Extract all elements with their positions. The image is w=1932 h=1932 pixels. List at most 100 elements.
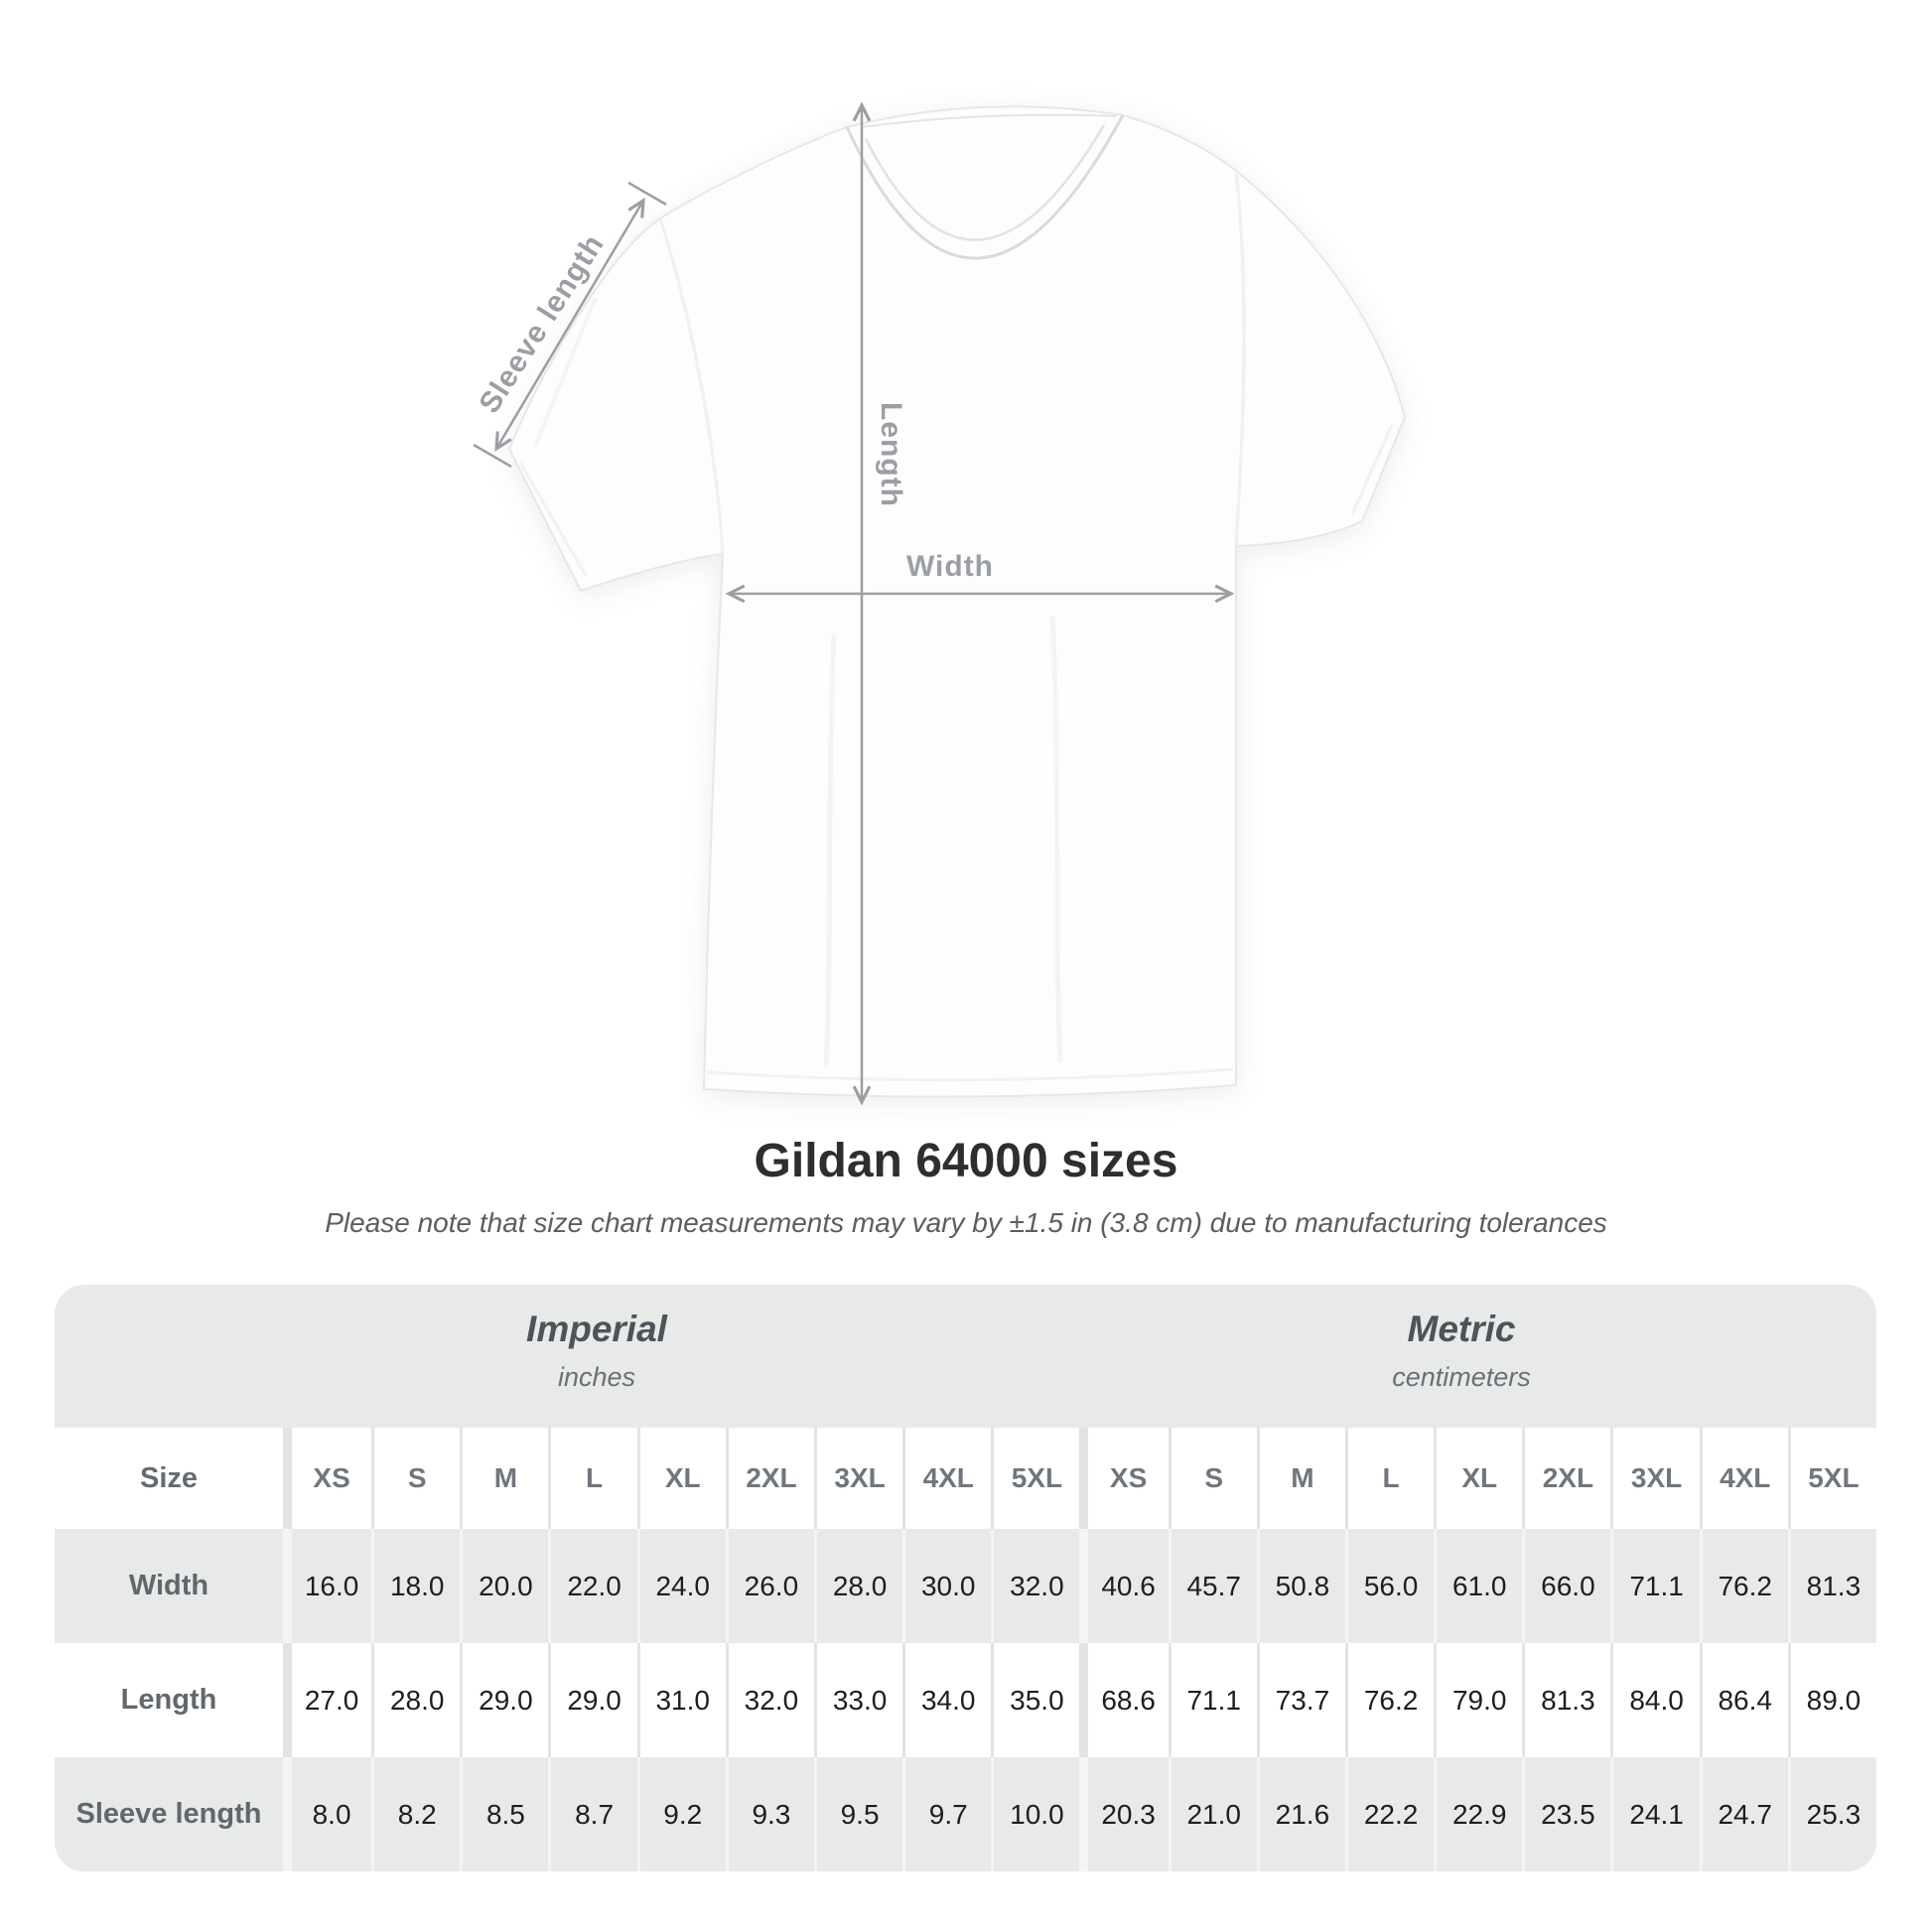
sleeve-value-cell-imperial-xs: 8.0	[283, 1757, 371, 1871]
size-header-cell-metric-4xl: 4XL	[1699, 1428, 1788, 1529]
length-value-cell-imperial-3xl: 33.0	[813, 1643, 902, 1757]
sleeve-value-cell-metric-xs: 20.3	[1079, 1757, 1168, 1871]
collar-inner-seam	[864, 124, 1106, 241]
sleeve-value-cell-imperial-3xl: 9.5	[813, 1757, 902, 1871]
left-sleeve-seam	[658, 217, 725, 555]
collar-back-seam	[861, 113, 1117, 128]
size-header-row: Size XS S M L XL 2XL 3XL 4XL 5XL XS S M L XL 2XL 3XL 4XL 5…	[55, 1428, 1876, 1529]
sleeve-value-cell-imperial-4xl: 9.7	[902, 1757, 991, 1871]
sleeve-length-arrow	[496, 201, 643, 449]
size-header-cell-imperial-5xl: 5XL	[991, 1428, 1079, 1529]
tshirt-illustration	[507, 105, 1407, 1098]
sleeve-value-cell-metric-l: 22.2	[1344, 1757, 1434, 1871]
hem-stitch	[706, 1067, 1234, 1082]
width-value-cell-imperial-3xl: 28.0	[813, 1529, 902, 1643]
sleeve-value-cell-metric-m: 21.6	[1256, 1757, 1345, 1871]
imperial-units-label: inches	[557, 1362, 636, 1392]
length-value-cell-metric-4xl: 86.4	[1699, 1643, 1788, 1757]
size-column-header: Size	[139, 1461, 199, 1494]
sleeve-value-cell-metric-4xl: 24.7	[1699, 1757, 1788, 1871]
width-value-cell-metric-4xl: 76.2	[1699, 1529, 1788, 1643]
width-value-cell-imperial-s: 18.0	[371, 1529, 460, 1643]
length-value-cell-metric-xl: 79.0	[1434, 1643, 1522, 1757]
width-value-cell-metric-5xl: 81.3	[1787, 1529, 1876, 1643]
metric-group-header: Metric centimeters	[1392, 1309, 1531, 1393]
size-header-cell-metric-m: M	[1256, 1428, 1345, 1529]
sleeve-value-cell-metric-s: 21.0	[1168, 1757, 1257, 1871]
chart-title: Gildan 64000 sizes	[754, 1135, 1178, 1187]
width-value-cell-metric-l: 56.0	[1344, 1529, 1434, 1643]
sleeve-value-cell-imperial-m: 8.5	[460, 1757, 548, 1871]
sleeve-value-cell-metric-2xl: 23.5	[1522, 1757, 1610, 1871]
row-label-sleeve-length: Sleeve length	[75, 1798, 262, 1830]
sleeve-value-cell-imperial-s: 8.2	[371, 1757, 460, 1871]
length-value-cell-metric-m: 73.7	[1256, 1643, 1345, 1757]
sleeve-arrow-bottom-tick	[473, 443, 512, 469]
size-header-cell-metric-s: S	[1168, 1428, 1257, 1529]
sleeve-value-cell-metric-5xl: 25.3	[1787, 1757, 1876, 1871]
size-header-cell-imperial-2xl: 2XL	[725, 1428, 814, 1529]
size-header-cell-imperial-s: S	[371, 1428, 460, 1529]
sleeve-value-cell-metric-xl: 22.9	[1434, 1757, 1522, 1871]
collar-outer-seam	[845, 114, 1125, 260]
left-cuff-stitch	[518, 462, 588, 577]
width-value-cell-imperial-2xl: 26.0	[725, 1529, 814, 1643]
row-label-length: Length	[120, 1684, 217, 1716]
length-value-cell-metric-2xl: 81.3	[1522, 1643, 1610, 1757]
length-value-cell-metric-3xl: 84.0	[1610, 1643, 1699, 1757]
size-header-cell-imperial-xl: XL	[636, 1428, 726, 1529]
width-value-cell-imperial-5xl: 32.0	[991, 1529, 1079, 1643]
length-value-cell-imperial-5xl: 35.0	[991, 1643, 1079, 1757]
width-value-cell-imperial-l: 22.0	[548, 1529, 636, 1643]
sleeve-arrow-top-tick	[627, 181, 667, 207]
length-value-cell-metric-5xl: 89.0	[1787, 1643, 1876, 1757]
length-value-cell-imperial-xl: 31.0	[636, 1643, 726, 1757]
size-grid: Size XS S M L XL 2XL 3XL 4XL 5XL XS S M L XL 2XL 3XL 4XL 5…	[55, 1428, 1876, 1871]
size-header-cell-imperial-4xl: 4XL	[902, 1428, 991, 1529]
fabric-fold-right	[1049, 615, 1063, 1063]
length-value-cell-imperial-l: 29.0	[548, 1643, 636, 1757]
width-value-cell-metric-2xl: 66.0	[1522, 1529, 1610, 1643]
width-value-cell-imperial-m: 20.0	[460, 1529, 548, 1643]
imperial-group-header: Imperial inches	[526, 1309, 667, 1393]
size-header-cell-metric-xs: XS	[1079, 1428, 1168, 1529]
length-value-cell-metric-xs: 68.6	[1079, 1643, 1168, 1757]
size-header-cell-metric-5xl: 5XL	[1787, 1428, 1876, 1529]
length-value-cell-imperial-2xl: 32.0	[725, 1643, 814, 1757]
length-value-cell-imperial-s: 28.0	[371, 1643, 460, 1757]
width-value-cell-metric-m: 50.8	[1256, 1529, 1345, 1643]
length-value-cell-imperial-4xl: 34.0	[902, 1643, 991, 1757]
right-cuff-stitch	[1350, 424, 1394, 515]
width-value-cell-imperial-xs: 16.0	[283, 1529, 371, 1643]
width-value-cell-imperial-xl: 24.0	[636, 1529, 726, 1643]
size-header-cell-metric-3xl: 3XL	[1610, 1428, 1699, 1529]
width-row: Width 16.0 18.0 20.0 22.0 24.0 26.0 28.0 30.0 32.…	[55, 1529, 1876, 1643]
length-row: Length 27.0 28.0 29.0 29.0 31.0 32.0 33.0 34.0 35…	[55, 1643, 1876, 1757]
size-header-cell-imperial-xs: XS	[283, 1428, 371, 1529]
right-sleeve-seam	[1234, 170, 1246, 547]
length-value-cell-metric-l: 76.2	[1344, 1643, 1434, 1757]
row-label-width: Width	[128, 1570, 209, 1601]
size-chart-table: Imperial inches Metric centimeters Size X…	[55, 1285, 1876, 1871]
fabric-fold-left	[823, 634, 837, 1068]
width-value-cell-metric-xl: 61.0	[1434, 1529, 1522, 1643]
unit-group-band: Imperial inches Metric centimeters	[55, 1285, 1876, 1428]
sleeve-value-cell-imperial-2xl: 9.3	[725, 1757, 814, 1871]
width-value-cell-metric-3xl: 71.1	[1610, 1529, 1699, 1643]
sleeve-value-cell-imperial-l: 8.7	[548, 1757, 636, 1871]
sleeve-length-row: Sleeve length 8.0 8.2 8.5 8.7 9.2 9.3 9.5 9.7 10.…	[55, 1757, 1876, 1871]
size-header-cell-metric-2xl: 2XL	[1522, 1428, 1610, 1529]
size-header-cell-imperial-3xl: 3XL	[813, 1428, 902, 1529]
width-value-cell-imperial-4xl: 30.0	[902, 1529, 991, 1643]
metric-label: Metric	[1407, 1309, 1516, 1349]
length-value-cell-metric-s: 71.1	[1168, 1643, 1257, 1757]
imperial-label: Imperial	[526, 1309, 667, 1349]
sleeve-value-cell-imperial-5xl: 10.0	[991, 1757, 1079, 1871]
length-value-cell-imperial-xs: 27.0	[283, 1643, 371, 1757]
tolerance-note: Please note that size chart measurements…	[325, 1207, 1607, 1238]
width-value-cell-metric-s: 45.7	[1168, 1529, 1257, 1643]
sleeve-value-cell-imperial-xl: 9.2	[636, 1757, 726, 1871]
metric-units-label: centimeters	[1392, 1362, 1531, 1392]
length-value-cell-imperial-m: 29.0	[460, 1643, 548, 1757]
